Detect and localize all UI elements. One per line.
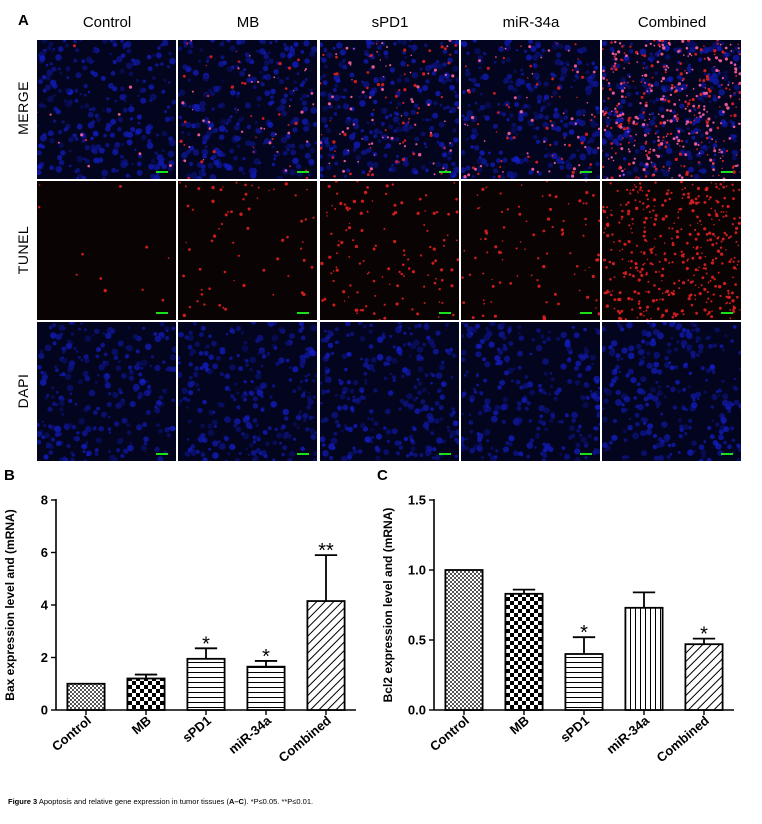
x-tick-label: MB: [129, 713, 154, 737]
micrograph-tunel-mb: [178, 181, 317, 320]
y-tick-label: 6: [41, 545, 48, 560]
x-tick-label: sPD1: [557, 713, 592, 745]
scale-bar: [439, 453, 451, 455]
micrograph-tunel-control: [37, 181, 176, 320]
caption-label: Figure 3: [8, 797, 38, 806]
y-tick-label: 2: [41, 650, 48, 665]
bar-mir34a: [246, 665, 286, 711]
scale-bar: [156, 171, 168, 173]
scale-bar: [156, 453, 168, 455]
scale-bar: [439, 171, 451, 173]
column-label-spd1: sPD1: [371, 14, 409, 31]
y-tick-label: 0.5: [408, 633, 426, 648]
scale-bar: [297, 171, 309, 173]
micrograph-tunel-spd1: [320, 181, 459, 320]
significance-marker: *: [262, 646, 270, 668]
scale-bar: [721, 171, 733, 173]
scale-bar: [439, 312, 451, 314]
panel-a-letter: A: [18, 12, 29, 29]
bar-mb: [504, 592, 544, 711]
bcl2-expression-chart: Bcl2 expression level and (mRNA) 0.0 0.5 1.…: [381, 493, 734, 765]
scale-bar: [297, 453, 309, 455]
caption-text: Apoptosis and relative gene expression i…: [37, 797, 229, 806]
column-label-mir34a: miR-34a: [502, 14, 560, 31]
bar-mir34a: [624, 606, 664, 711]
bar-combined: [684, 643, 724, 711]
y-tick-label: 4: [41, 598, 49, 613]
micrograph-tunel-combined: [602, 181, 741, 320]
figure-caption: Figure 3 Apoptosis and relative gene exp…: [8, 797, 313, 806]
bar-spd1: [186, 657, 226, 711]
bar-control: [444, 569, 484, 711]
x-tick-label: Combined: [654, 713, 712, 765]
micrograph-dapi-combined: [602, 322, 741, 461]
y-tick-label: 1.0: [408, 563, 426, 578]
micrograph-merge-combined: [602, 40, 741, 179]
y-tick-label: 8: [41, 493, 48, 508]
scale-bar: [297, 312, 309, 314]
scale-bar: [580, 171, 592, 173]
row-label-dapi: DAPI: [15, 373, 31, 409]
micrograph-merge-control: [37, 40, 176, 179]
bar-combined: [306, 600, 346, 711]
bar-control: [66, 682, 106, 711]
micrograph-merge-spd1: [320, 40, 459, 179]
scale-bar: [721, 453, 733, 455]
column-label-combined: Combined: [637, 14, 707, 31]
scale-bar: [156, 312, 168, 314]
y-axis-label: Bax expression level and (mRNA): [3, 509, 17, 700]
bar-spd1: [564, 653, 604, 711]
micrograph-dapi-mb: [178, 322, 317, 461]
bax-expression-chart: Bax expression level and (mRNA) 0 2 4 6 8 Cont…: [3, 493, 356, 765]
micrograph-merge-mir34a: [461, 40, 600, 179]
micrograph-tunel-mir34a: [461, 181, 600, 320]
caption-refs: A–C: [228, 797, 244, 806]
x-tick-label: Control: [49, 713, 94, 754]
y-axis-label: Bcl2 expression level and (mRNA): [381, 508, 395, 703]
panel-c-letter: C: [377, 467, 388, 484]
significance-marker: *: [202, 633, 210, 655]
x-tick-label: sPD1: [179, 713, 214, 745]
micrograph-merge-mb: [178, 40, 317, 179]
micrograph-dapi-spd1: [320, 322, 459, 461]
micrograph-dapi-mir34a: [461, 322, 600, 461]
micrograph-dapi-control: [37, 322, 176, 461]
bar-mb: [126, 677, 166, 711]
significance-marker: *: [580, 622, 588, 644]
significance-marker: *: [700, 624, 708, 646]
significance-marker: **: [318, 540, 334, 562]
x-tick-label: miR-34a: [226, 712, 275, 756]
panel-b-letter: B: [4, 467, 15, 484]
column-label-control: Control: [82, 14, 132, 31]
row-label-merge: MERGE: [15, 81, 31, 135]
x-tick-label: MB: [507, 713, 532, 737]
row-label-tunel: TUNEL: [15, 225, 31, 275]
scale-bar: [580, 312, 592, 314]
column-label-mb: MB: [236, 14, 260, 31]
y-tick-label: 1.5: [408, 493, 426, 508]
scale-bar: [721, 312, 733, 314]
x-tick-label: miR-34a: [604, 712, 653, 756]
caption-tail: ). *P≤0.05. **P≤0.01.: [243, 797, 314, 806]
scale-bar: [580, 453, 592, 455]
y-tick-label: 0.0: [408, 703, 426, 718]
x-tick-label: Control: [427, 713, 472, 754]
y-tick-label: 0: [41, 703, 48, 718]
x-tick-label: Combined: [276, 713, 334, 765]
